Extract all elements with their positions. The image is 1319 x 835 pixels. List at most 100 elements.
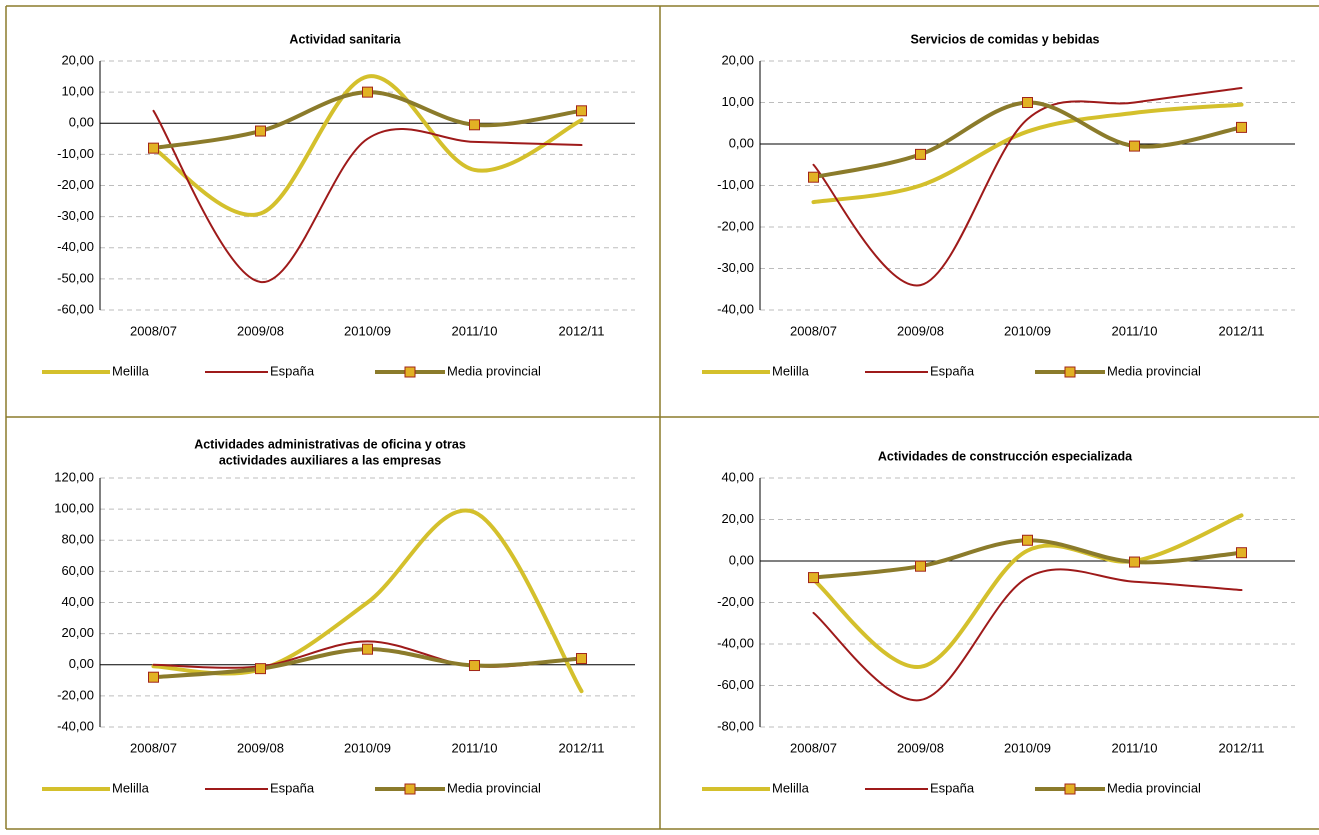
series-line (812, 86, 1243, 287)
y-tick-label: 20,00 (61, 625, 94, 640)
marker (362, 86, 373, 98)
marker (1236, 121, 1247, 133)
y-tick-label: 0,00 (729, 552, 754, 567)
x-tick-label: 2012/11 (558, 323, 604, 338)
y-tick-label: 80,00 (61, 532, 94, 547)
marker (469, 660, 480, 672)
marker (148, 671, 159, 683)
y-tick-label: -20,00 (717, 218, 754, 233)
chart-title: Actividades de construcción especializad… (878, 449, 1133, 463)
x-tick-label: 2012/11 (1218, 740, 1264, 755)
x-tick-label: 2010/09 (1004, 323, 1051, 338)
chart: Actividades administrativas de oficina y… (42, 437, 635, 795)
marker (469, 119, 480, 131)
x-tick-label: 2008/07 (790, 740, 837, 755)
x-tick-label: 2009/08 (897, 323, 944, 338)
marker (808, 572, 819, 584)
chart: Servicios de comidas y bebidas -40,00 -30,… (702, 32, 1295, 378)
x-tick-label: 2009/08 (897, 740, 944, 755)
x-tick-label: 2011/10 (451, 740, 497, 755)
x-tick-label: 2011/10 (1111, 740, 1157, 755)
y-tick-label: 10,00 (721, 94, 754, 109)
legend-marker (404, 783, 416, 795)
chart-title: Actividad sanitaria (289, 32, 401, 46)
y-tick-label: 0,00 (69, 656, 94, 671)
chart-title: Actividades administrativas de oficina y… (194, 437, 466, 451)
x-tick-label: 2010/09 (344, 323, 391, 338)
series-line (151, 74, 584, 217)
y-tick-label: -10,00 (717, 177, 754, 192)
y-tick-label: 10,00 (61, 84, 94, 99)
marker (1022, 534, 1033, 546)
legend-label: Melilla (772, 363, 810, 378)
x-tick-label: 2008/07 (130, 323, 177, 338)
legend-label: Media provincial (1107, 780, 1201, 795)
chart: Actividad sanitaria -60,00 -50,00 -40,00 -30… (42, 32, 635, 378)
y-tick-label: -40,00 (717, 635, 754, 650)
y-tick-label: -30,00 (717, 260, 754, 275)
y-tick-label: 20,00 (721, 511, 754, 526)
chart-title: actividades auxiliares a las empresas (219, 453, 441, 467)
series-line (151, 508, 584, 694)
marker (255, 125, 266, 137)
x-tick-label: 2011/10 (1111, 323, 1157, 338)
y-tick-label: 20,00 (61, 52, 94, 67)
marker (1022, 97, 1033, 108)
legend-label: España (930, 363, 975, 378)
marker (808, 171, 819, 183)
legend-label: España (930, 780, 975, 795)
legend-label: España (270, 780, 315, 795)
y-tick-label: 40,00 (61, 594, 94, 609)
marker (362, 643, 373, 655)
x-tick-label: 2009/08 (237, 323, 284, 338)
legend-label: Melilla (112, 780, 150, 795)
series-line (811, 100, 1244, 180)
series-line (812, 568, 1243, 702)
x-tick-label: 2012/11 (1218, 323, 1264, 338)
chart-title: Servicios de comidas y bebidas (911, 32, 1100, 46)
legend-label: Media provincial (447, 363, 541, 378)
x-tick-label: 2010/09 (1004, 740, 1051, 755)
y-tick-label: 0,00 (729, 135, 754, 150)
x-tick-label: 2009/08 (237, 740, 284, 755)
legend-label: España (270, 363, 315, 378)
y-tick-label: 40,00 (721, 469, 754, 484)
chart: Actividades de construcción especializad… (702, 449, 1295, 795)
legend-marker (1064, 783, 1076, 795)
marker (576, 653, 587, 665)
series-line (811, 513, 1244, 669)
marker (915, 148, 926, 160)
legend-label: Media provincial (1107, 363, 1201, 378)
marker (1129, 140, 1140, 152)
y-tick-label: -20,00 (57, 687, 94, 702)
y-tick-label: 60,00 (61, 563, 94, 578)
x-tick-label: 2008/07 (130, 740, 177, 755)
y-tick-label: -20,00 (717, 594, 754, 609)
y-tick-label: 20,00 (721, 52, 754, 67)
legend-label: Melilla (112, 363, 150, 378)
y-tick-label: -80,00 (717, 718, 754, 733)
y-tick-label: -10,00 (57, 146, 94, 161)
panel-borders (5, 5, 1319, 830)
legend-marker (404, 366, 416, 378)
x-tick-label: 2008/07 (790, 323, 837, 338)
y-tick-label: -40,00 (57, 718, 94, 733)
x-tick-label: 2010/09 (344, 740, 391, 755)
legend-label: Melilla (772, 780, 810, 795)
marker (1129, 556, 1140, 568)
legend-label: Media provincial (447, 780, 541, 795)
y-tick-label: 100,00 (54, 501, 94, 516)
x-tick-label: 2011/10 (451, 323, 497, 338)
marker (148, 142, 159, 154)
y-tick-label: -40,00 (57, 239, 94, 254)
marker (915, 560, 926, 572)
y-tick-label: -50,00 (57, 270, 94, 285)
y-tick-label: -20,00 (57, 177, 94, 192)
marker (1236, 547, 1247, 559)
marker (576, 105, 587, 117)
y-tick-label: -30,00 (57, 208, 94, 223)
legend-marker (1064, 366, 1076, 378)
marker (255, 663, 266, 675)
y-tick-label: 0,00 (69, 115, 94, 130)
